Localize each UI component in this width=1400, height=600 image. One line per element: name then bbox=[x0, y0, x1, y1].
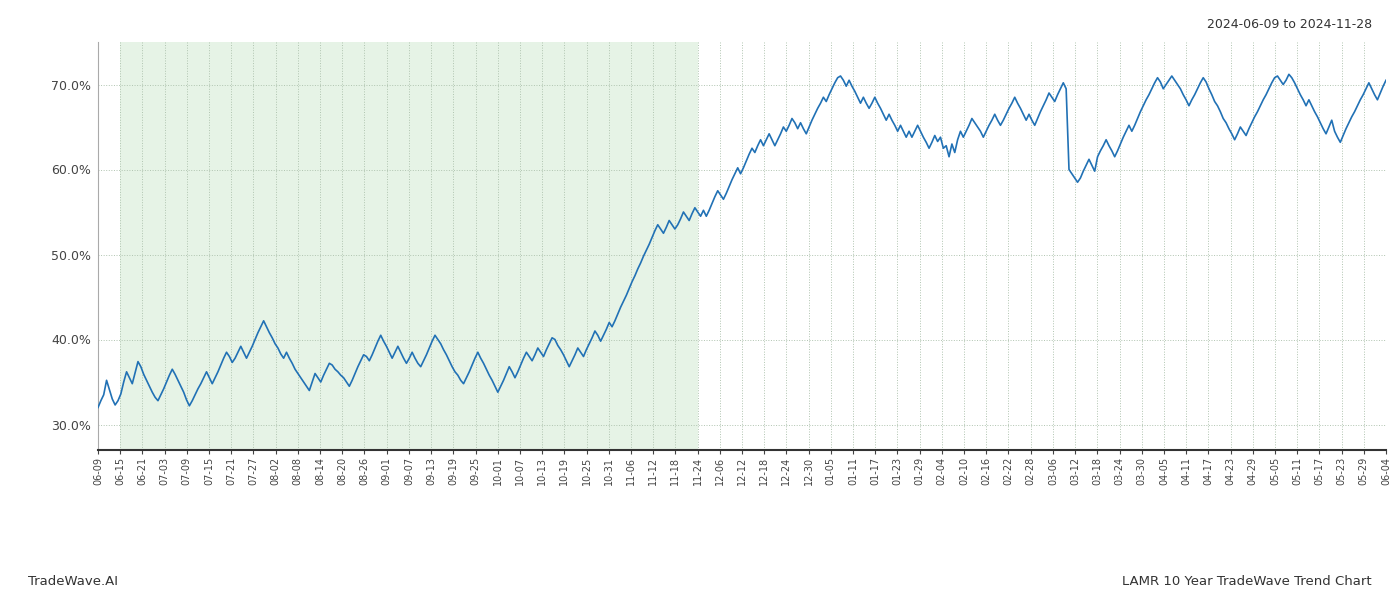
Bar bbox=[120, 42, 697, 450]
Text: 2024-06-09 to 2024-11-28: 2024-06-09 to 2024-11-28 bbox=[1207, 18, 1372, 31]
Text: TradeWave.AI: TradeWave.AI bbox=[28, 575, 118, 588]
Text: LAMR 10 Year TradeWave Trend Chart: LAMR 10 Year TradeWave Trend Chart bbox=[1123, 575, 1372, 588]
